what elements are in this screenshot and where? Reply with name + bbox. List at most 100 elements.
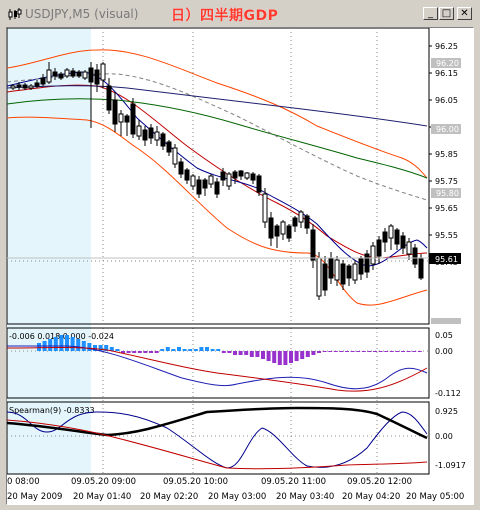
candle (82, 71, 88, 79)
bollinger-upper (7, 49, 428, 179)
macd-bar (171, 349, 176, 351)
candle (196, 179, 202, 195)
spearman-tick-label: 0.925 (435, 407, 458, 416)
close-button[interactable]: ✕ (457, 7, 472, 20)
candle (106, 85, 112, 111)
candle (322, 263, 328, 291)
macd-bar (266, 351, 271, 361)
window-title: USDJPY,M5 (visual) (25, 7, 139, 21)
macd-panel: -0.006 0.018 0.000 -0.024 (7, 327, 430, 399)
candle (280, 221, 286, 235)
candle (10, 85, 16, 89)
macd-bar (193, 349, 198, 351)
macd-main-line (7, 347, 428, 392)
macd-bar (205, 347, 209, 351)
candle (412, 247, 418, 265)
macd-bar (395, 351, 400, 352)
macd-signal-line (7, 345, 428, 390)
candle (358, 257, 364, 275)
macd-bar (317, 351, 321, 353)
candle (376, 239, 382, 257)
time-label: 20 May 04:20 (342, 492, 400, 502)
spearman-lower-line (7, 419, 428, 470)
macd-bar (350, 351, 355, 352)
candle (340, 263, 346, 285)
spearman-label: Spearman(9) -0.8333 (9, 406, 95, 415)
candle (310, 229, 316, 261)
maximize-button[interactable]: □ (439, 7, 454, 20)
macd-bar (277, 351, 282, 365)
macd-bar (272, 351, 277, 363)
candle (52, 71, 58, 77)
time-label: 20 May 2009 (7, 492, 62, 502)
marker-lo: 95.80 (436, 189, 459, 198)
candle (328, 257, 334, 279)
period-label: 09.05.20 12:00 (347, 477, 412, 487)
macd-tick-label: 0.00 (435, 347, 453, 356)
macd-bar (126, 351, 131, 353)
candle (70, 70, 76, 77)
spearman-tick-label: 0.00 (435, 432, 453, 441)
spearman-axis: 0.925 0.00 -1.0917 (435, 407, 466, 470)
candle (250, 173, 256, 181)
macd-bar (199, 347, 204, 351)
price-tick-label: 95.65 (435, 204, 458, 213)
candle (130, 103, 136, 135)
title-bar[interactable]: USDJPY,M5 (visual) 日）四半期GDP _ □ ✕ (3, 3, 477, 26)
time-label: 20 May 02:20 (140, 492, 198, 502)
candle (346, 265, 352, 279)
candlesticks (10, 62, 424, 300)
candle (298, 211, 304, 223)
macd-bar (300, 351, 305, 359)
candle (304, 215, 310, 229)
candle (160, 133, 166, 147)
macd-bar (137, 351, 142, 353)
moving-average-navy (7, 85, 428, 127)
bollinger-lower (7, 116, 428, 306)
macd-bar (188, 349, 193, 351)
macd-bar (227, 351, 232, 353)
price-markers: 96.20 96.00 95.80 95.61 (429, 58, 461, 324)
macd-bar (255, 351, 260, 357)
macd-bar (121, 351, 125, 353)
candle (364, 253, 370, 273)
marker-mid: 96.00 (436, 125, 459, 134)
moving-average-green (7, 98, 428, 179)
macd-bar (104, 345, 109, 351)
spearman-main-line (7, 406, 428, 440)
candle (28, 85, 34, 89)
macd-bar (378, 351, 383, 352)
candle (112, 99, 118, 125)
macd-bar (143, 351, 148, 353)
marker-hi: 96.20 (436, 59, 459, 68)
macd-bar (154, 351, 159, 353)
candle (124, 115, 130, 123)
candle (334, 259, 340, 281)
candle (316, 257, 322, 297)
candle (16, 84, 22, 88)
macd-bar (87, 343, 92, 351)
macd-bar (81, 341, 86, 351)
macd-tick-label: -0.112 (435, 389, 461, 398)
candle (166, 141, 172, 153)
macd-bar (210, 349, 215, 351)
candle (382, 231, 388, 243)
candle (202, 179, 208, 189)
candle (292, 217, 298, 227)
macd-bar (76, 339, 81, 351)
macd-bar (389, 351, 394, 352)
macd-bar (294, 351, 299, 361)
candle (262, 193, 268, 223)
candle (148, 127, 154, 139)
macd-bar (93, 345, 97, 351)
price-tick-label: 96.05 (435, 96, 458, 105)
time-label: 20 May 03:00 (208, 492, 266, 502)
candle (388, 225, 394, 239)
candle (40, 77, 46, 85)
candle (214, 181, 220, 195)
chart-area[interactable]: 96.2596.1596.0595.9595.8595.7595.6595.55… (6, 27, 474, 505)
price-tick-label: 95.75 (435, 177, 458, 186)
macd-bar (160, 349, 165, 351)
macd-bar (333, 351, 338, 352)
minimize-button[interactable]: _ (423, 7, 438, 20)
